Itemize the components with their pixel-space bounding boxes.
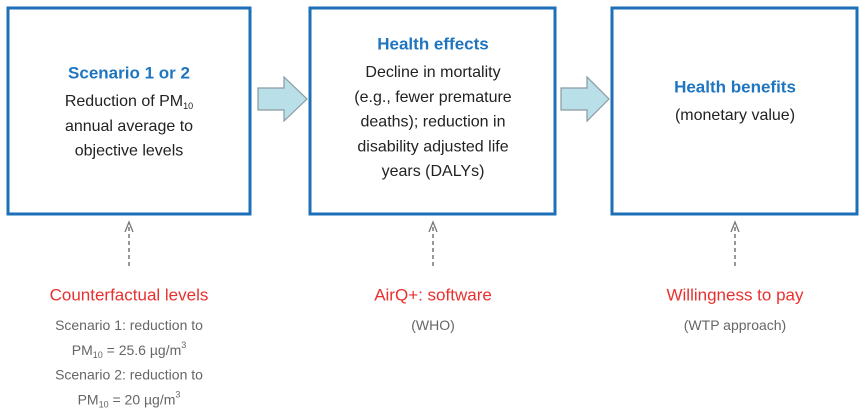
text: Scenario 1: reduction to	[55, 317, 203, 333]
input-label: Willingness to pay	[666, 285, 804, 304]
text-line: annual average to	[65, 118, 193, 135]
text: (WTP approach)	[684, 317, 786, 333]
text: (e.g., fewer premature	[354, 89, 512, 106]
box	[6, 6, 252, 216]
superscript: 3	[181, 340, 186, 350]
flow-arrow	[560, 75, 610, 123]
arrow-tip	[428, 220, 438, 233]
text: (WHO)	[411, 317, 455, 333]
text: objective levels	[75, 143, 184, 160]
box	[610, 6, 859, 216]
text: Scenario 2: reduction to	[55, 366, 203, 382]
text-line: (WHO)	[411, 317, 455, 333]
input-label: AirQ+: software	[374, 285, 492, 304]
text: PM	[72, 342, 93, 358]
text: (monetary value)	[675, 107, 795, 124]
text-line: years (DALYs)	[382, 163, 485, 180]
text-line: Scenario 1: reduction to	[55, 317, 203, 333]
text-line: Decline in mortality	[365, 64, 500, 81]
text: = 25.6 µg/m	[103, 342, 182, 358]
text-line: disability adjusted life	[357, 139, 508, 156]
text-line: Reduction of PM10	[65, 93, 193, 111]
text: = 20 µg/m	[109, 391, 176, 407]
box	[308, 6, 557, 216]
arrow-tip	[730, 220, 740, 233]
text-line: (WTP approach)	[684, 317, 786, 333]
flow-arrow	[257, 75, 308, 123]
text: annual average to	[65, 118, 193, 135]
text: deaths); reduction in	[361, 114, 506, 131]
box-title: Health benefits	[674, 77, 796, 96]
text-line: (monetary value)	[675, 107, 795, 124]
text-line: PM10 = 25.6 µg/m3	[72, 340, 187, 360]
subscript: 10	[93, 350, 103, 360]
subscript: 10	[99, 400, 109, 410]
text: Reduction of PM	[65, 93, 183, 110]
box-title: Health effects	[377, 34, 488, 53]
superscript: 3	[175, 390, 180, 400]
text: Decline in mortality	[365, 64, 500, 81]
input-label: Counterfactual levels	[50, 285, 209, 304]
text: years (DALYs)	[382, 163, 485, 180]
text-line: PM10 = 20 µg/m3	[78, 390, 181, 410]
text-line: deaths); reduction in	[361, 114, 506, 131]
subscript: 10	[183, 101, 193, 111]
text-line: (e.g., fewer premature	[354, 89, 512, 106]
arrow-tip	[124, 220, 134, 233]
box-title: Scenario 1 or 2	[68, 63, 190, 82]
text-line: objective levels	[75, 143, 184, 160]
text: PM	[78, 391, 99, 407]
text-line: Scenario 2: reduction to	[55, 366, 203, 382]
text: disability adjusted life	[357, 139, 508, 156]
